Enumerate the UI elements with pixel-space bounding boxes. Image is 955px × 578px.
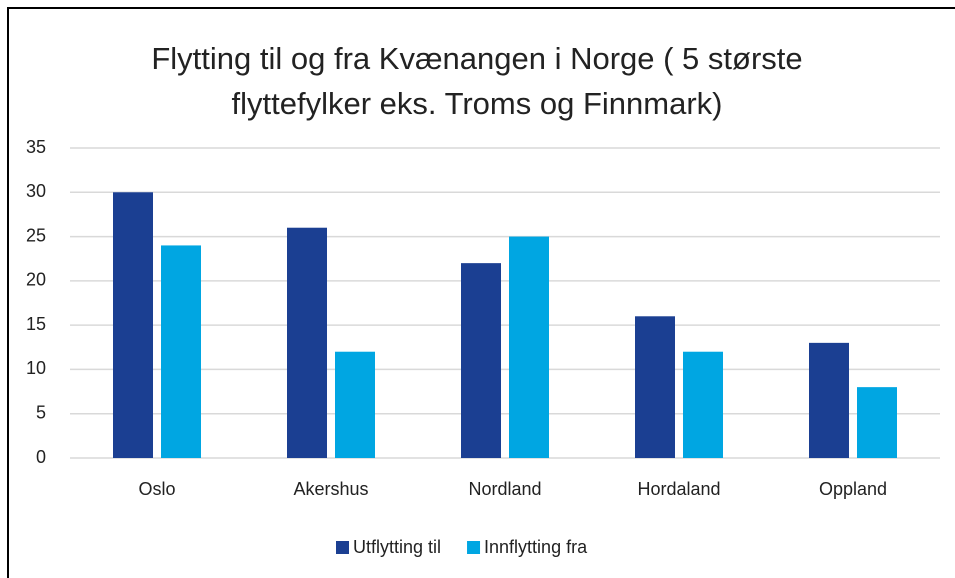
legend-swatch xyxy=(467,541,481,554)
bar xyxy=(161,245,201,458)
y-tick-label: 5 xyxy=(36,402,46,422)
bar xyxy=(857,387,897,458)
x-tick-label: Hordaland xyxy=(637,479,720,499)
y-tick-label: 10 xyxy=(26,358,46,378)
y-tick-label: 0 xyxy=(36,447,46,467)
y-tick-label: 20 xyxy=(26,270,46,290)
x-tick-label: Oslo xyxy=(138,479,175,499)
bar xyxy=(461,263,501,458)
chart-title: Flytting til og fra Kvænangen i Norge ( … xyxy=(151,41,803,121)
frame xyxy=(7,7,955,578)
bar xyxy=(809,342,849,458)
legend-swatch xyxy=(336,541,349,554)
y-tick-label: 30 xyxy=(26,181,46,201)
bar xyxy=(635,316,675,458)
legend-label: Innflytting fra xyxy=(484,537,588,557)
bar xyxy=(335,351,375,458)
legend-label: Utflytting til xyxy=(353,537,441,557)
y-tick-label: 25 xyxy=(26,225,46,245)
bar xyxy=(113,192,153,459)
y-tick-label: 35 xyxy=(26,137,46,157)
x-tick-label: Oppland xyxy=(819,479,887,499)
x-tick-label: Akershus xyxy=(293,479,368,499)
y-tick-label: 15 xyxy=(26,314,46,334)
bar xyxy=(683,351,723,458)
x-tick-label: Nordland xyxy=(468,479,541,499)
bar xyxy=(509,236,549,458)
bar xyxy=(287,227,327,458)
